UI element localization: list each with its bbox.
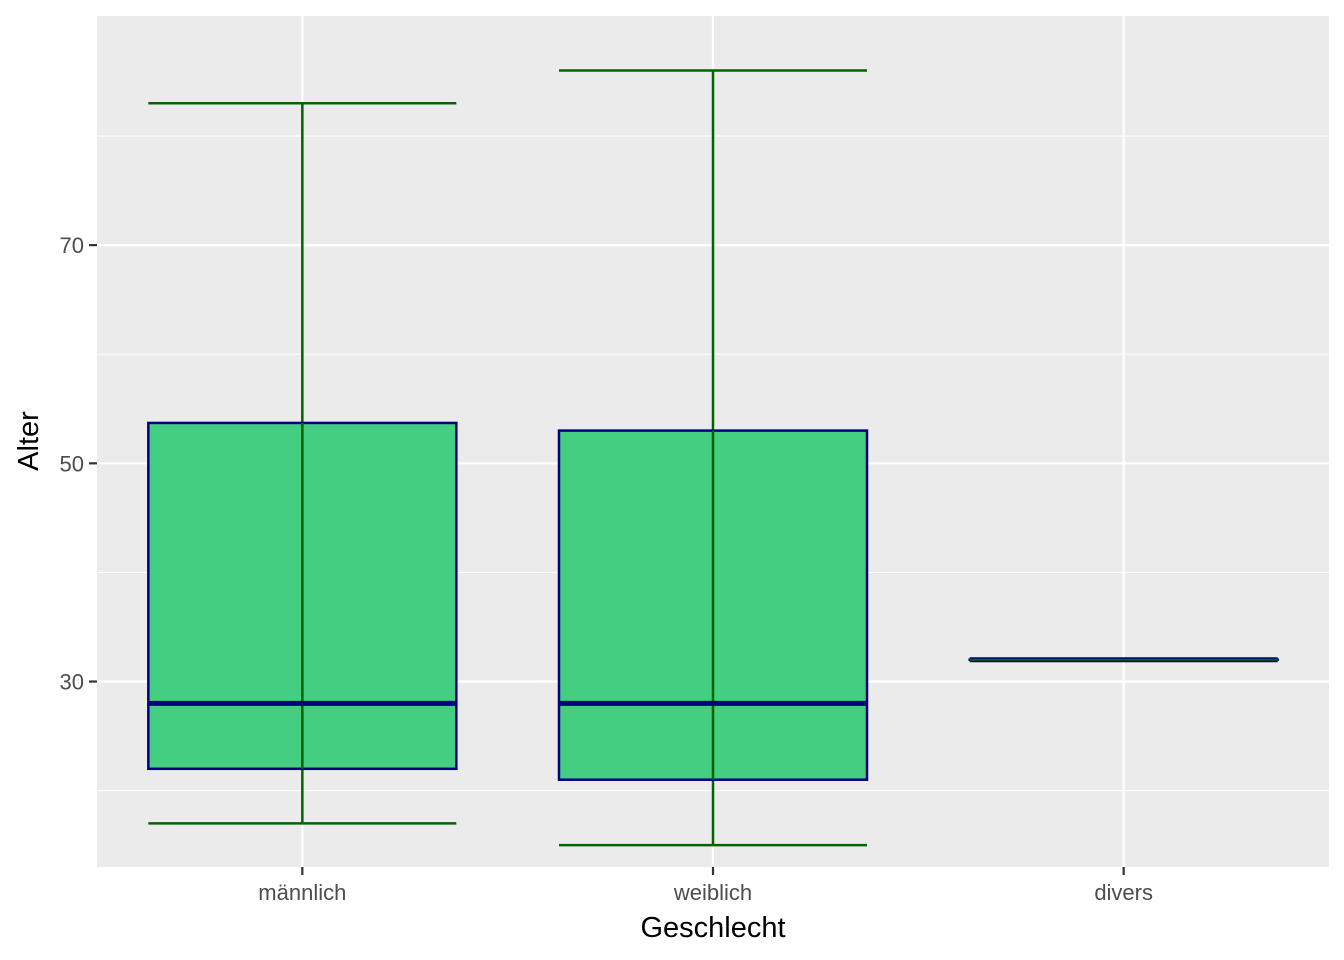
x-tick-label: weiblich <box>673 880 752 905</box>
x-axis-title: Geschlecht <box>640 912 785 944</box>
y-axis-title: Alter <box>13 411 45 471</box>
x-tick-label: männlich <box>258 880 346 905</box>
y-tick-label: 30 <box>60 670 84 695</box>
x-tick-label: divers <box>1094 880 1153 905</box>
box-1 <box>557 429 869 781</box>
y-tick-label: 50 <box>60 451 84 476</box>
axes: 30 50 70 männlich weiblich divers <box>60 233 1153 905</box>
box-0 <box>147 421 458 771</box>
boxes <box>147 421 1279 781</box>
y-tick-label: 70 <box>60 233 84 258</box>
